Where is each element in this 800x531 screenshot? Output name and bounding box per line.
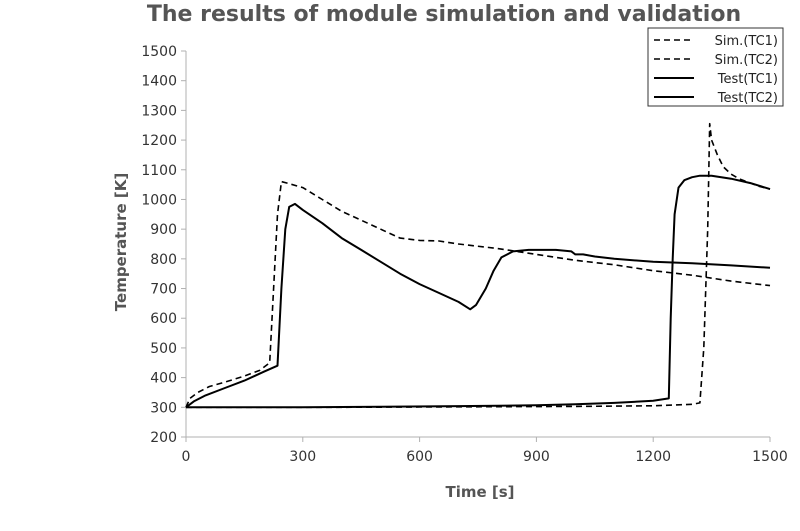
legend-label: Sim.(TC2)	[715, 53, 778, 68]
y-tick-label: 900	[150, 222, 177, 238]
x-tick-label: 900	[523, 449, 550, 465]
y-tick-label: 1000	[141, 192, 177, 208]
y-tick-label: 700	[150, 282, 177, 298]
x-tick-label: 1200	[635, 449, 671, 465]
x-tick-label: 300	[289, 449, 316, 465]
y-tick-label: 300	[150, 400, 177, 416]
chart-title: The results of module simulation and val…	[147, 2, 741, 27]
y-tick-label: 600	[150, 311, 177, 327]
legend-label: Test(TC2)	[717, 91, 778, 106]
series-line-4	[185, 202, 771, 409]
series-line-1	[186, 122, 771, 409]
y-tick-label: 1100	[141, 163, 177, 179]
legend: Sim.(TC1) Sim.(TC2) Test(TC1) Test(TC2)	[647, 27, 784, 107]
y-tick-label: 1200	[141, 133, 177, 149]
series-layer	[185, 122, 771, 409]
x-tick-label: 0	[182, 449, 191, 465]
x-tick-label: 1500	[752, 449, 788, 465]
x-tick-label: 600	[406, 449, 433, 465]
series-line-2	[185, 180, 771, 408]
x-axis-title: Time [s]	[445, 483, 514, 501]
series-line-3	[186, 174, 771, 409]
legend-box	[647, 27, 784, 107]
y-tick-label: 500	[150, 341, 177, 357]
y-tick-label: 400	[150, 371, 177, 387]
y-tick-label: 1400	[141, 74, 177, 90]
y-tick-label: 800	[150, 252, 177, 268]
legend-label: Sim.(TC1)	[715, 34, 778, 49]
legend-label: Test(TC1)	[717, 72, 778, 87]
y-tick-label: 200	[150, 430, 177, 446]
axes: 200 300 400 500 600 700 800 900 1000 1100 1200 1300…	[141, 44, 787, 465]
y-tick-label: 1300	[141, 103, 177, 119]
y-axis-title: Temperature [K]	[112, 173, 130, 311]
y-tick-label: 1500	[141, 44, 177, 60]
